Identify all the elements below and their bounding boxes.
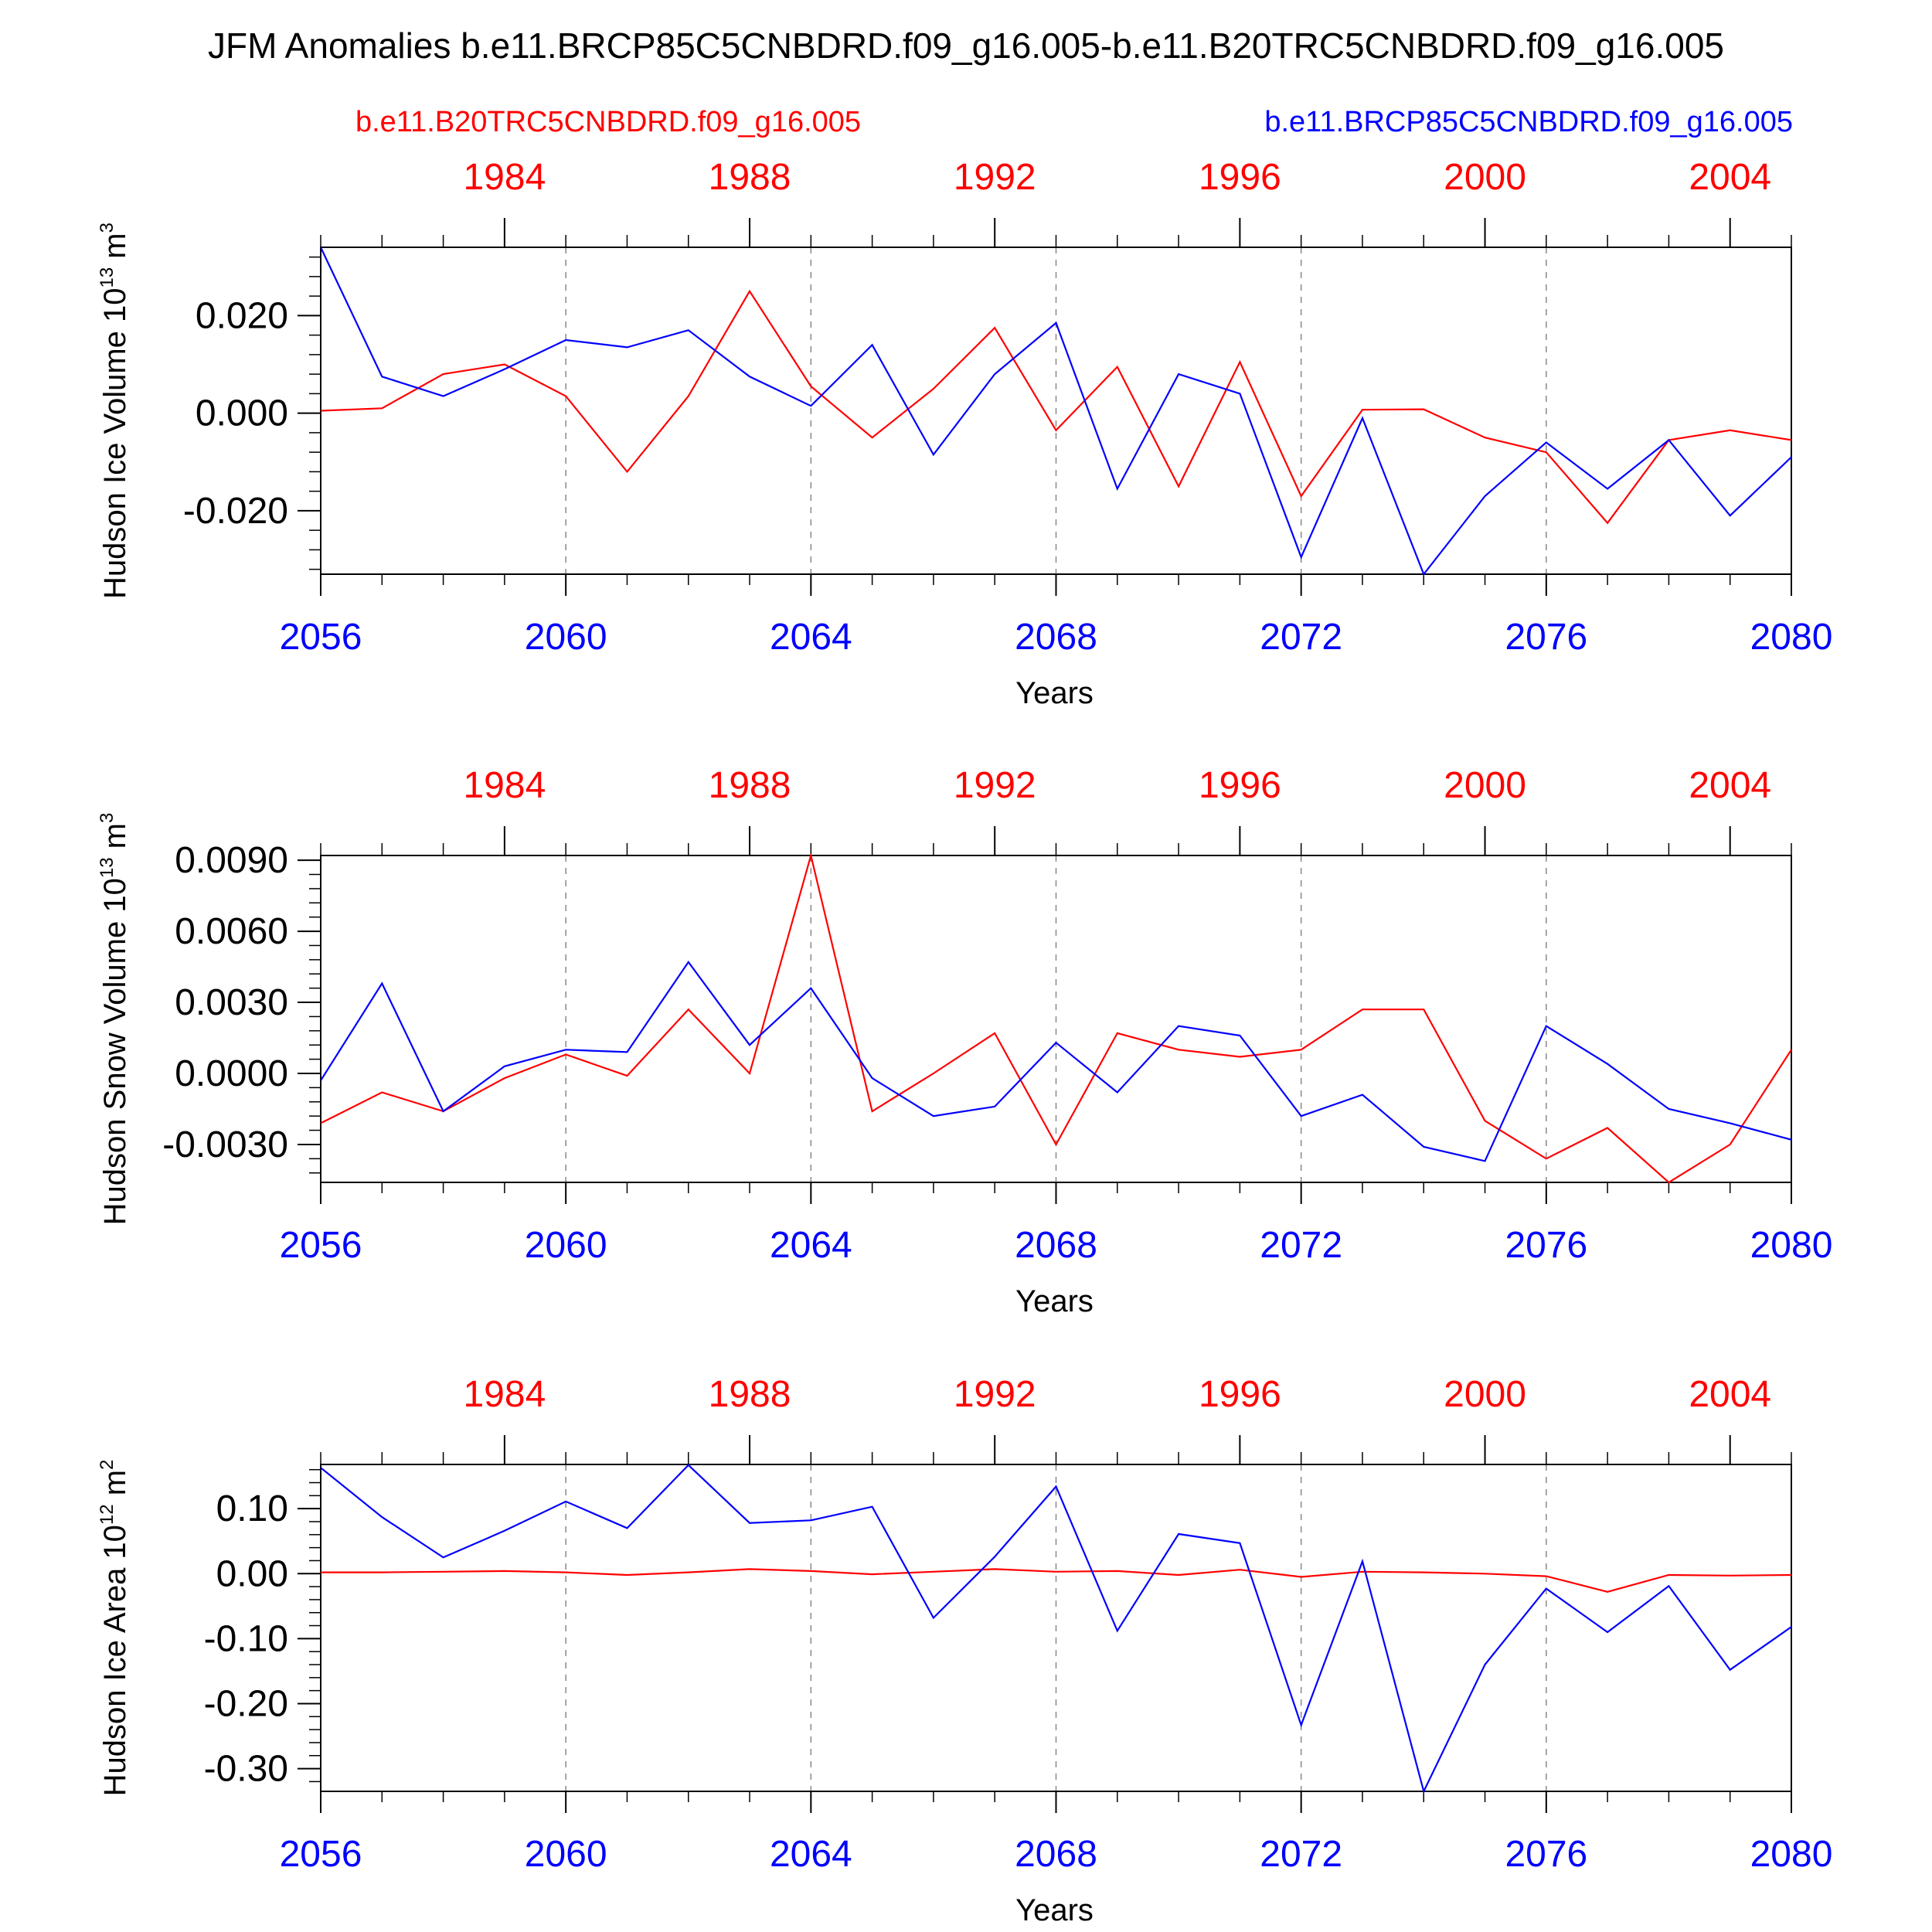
y-axis-title: Hudson Snow Volume 1013 m3 <box>97 813 132 1226</box>
x-tick-label: 2056 <box>280 1834 362 1875</box>
top-tick-label: 1984 <box>463 1374 546 1415</box>
x-tick-label: 2080 <box>1750 1834 1833 1875</box>
x-tick-label: 2076 <box>1505 617 1587 658</box>
x-tick-label: 2060 <box>525 1225 607 1266</box>
x-tick-label: 2064 <box>770 1225 852 1266</box>
chart-panel-2: 2056 2060 2064 2068 2072 2076 2080 1984 1988 1992… <box>97 765 1832 1318</box>
top-tick-label: 1996 <box>1199 765 1281 806</box>
top-tick-label: 1996 <box>1199 157 1281 198</box>
top-tick-label: 2000 <box>1444 765 1526 806</box>
y-tick-label: 0.10 <box>216 1488 288 1529</box>
y-tick-label: 0.0030 <box>175 982 288 1023</box>
x-tick-label: 2068 <box>1015 617 1097 658</box>
x-axis-title: Years <box>1015 1893 1094 1927</box>
y-tick-label: -0.020 <box>183 491 288 532</box>
x-tick-label: 2076 <box>1505 1834 1587 1875</box>
x-tick-label: 2068 <box>1015 1834 1097 1875</box>
y-tick-label: -0.0030 <box>162 1124 288 1165</box>
series-line-red <box>321 1568 1791 1593</box>
x-tick-label: 2080 <box>1750 617 1833 658</box>
x-tick-label: 2080 <box>1750 1225 1833 1266</box>
top-tick-label: 2004 <box>1689 157 1771 198</box>
y-tick-label: 0.0090 <box>175 840 288 881</box>
top-tick-label: 1984 <box>463 765 546 806</box>
y-tick-label: 0.000 <box>196 393 288 434</box>
y-tick-label: 0.00 <box>216 1553 288 1594</box>
x-axis-title: Years <box>1015 676 1094 710</box>
series-line-blue <box>321 960 1791 1162</box>
y-tick-label: 0.0000 <box>175 1053 288 1094</box>
y-tick-label: 0.0060 <box>175 911 288 952</box>
y-tick-label: -0.30 <box>204 1749 288 1790</box>
x-tick-label: 2076 <box>1505 1225 1587 1266</box>
top-tick-label: 2004 <box>1689 765 1771 806</box>
x-tick-label: 2068 <box>1015 1225 1097 1266</box>
x-tick-label: 2064 <box>770 617 852 658</box>
top-tick-label: 2004 <box>1689 1374 1771 1415</box>
top-tick-label: 1992 <box>954 765 1036 806</box>
top-tick-label: 1984 <box>463 157 546 198</box>
x-tick-label: 2056 <box>280 617 362 658</box>
top-tick-label: 2000 <box>1444 1374 1526 1415</box>
top-tick-label: 1988 <box>709 157 791 198</box>
x-tick-label: 2072 <box>1260 617 1342 658</box>
chart-panel-1: 2056 2060 2064 2068 2072 2076 2080 1984 1988 1992… <box>97 157 1832 710</box>
y-axis-title: Hudson Ice Volume 1013 m3 <box>97 223 132 599</box>
x-tick-label: 2072 <box>1260 1834 1342 1875</box>
chart-panel-3: 2056 2060 2064 2068 2072 2076 2080 1984 1988 1992… <box>97 1374 1832 1927</box>
y-axis-title: Hudson Ice Area 1012 m2 <box>97 1460 132 1797</box>
top-tick-label: 1992 <box>954 1374 1036 1415</box>
x-tick-label: 2060 <box>525 1834 607 1875</box>
legend-red-label: b.e11.B20TRC5CNBDRD.f09_g16.005 <box>355 106 861 138</box>
y-tick-label: -0.20 <box>204 1683 288 1724</box>
series-line-red <box>321 854 1791 1184</box>
x-tick-label: 2072 <box>1260 1225 1342 1266</box>
figure-title: JFM Anomalies b.e11.BRCP85C5CNBDRD.f09_g… <box>208 26 1724 66</box>
y-tick-label: -0.10 <box>204 1618 288 1659</box>
series-line-blue <box>321 247 1791 576</box>
top-tick-label: 1988 <box>709 1374 791 1415</box>
series-line-red <box>321 289 1791 525</box>
x-tick-label: 2060 <box>525 617 607 658</box>
legend-blue-label: b.e11.BRCP85C5CNBDRD.f09_g16.005 <box>1264 106 1793 138</box>
x-tick-label: 2064 <box>770 1834 852 1875</box>
top-tick-label: 1996 <box>1199 1374 1281 1415</box>
series-line-blue <box>321 1464 1791 1793</box>
x-tick-label: 2056 <box>280 1225 362 1266</box>
top-tick-label: 1988 <box>709 765 791 806</box>
y-tick-label: 0.020 <box>196 295 288 336</box>
top-tick-label: 1992 <box>954 157 1036 198</box>
top-tick-label: 2000 <box>1444 157 1526 198</box>
x-axis-title: Years <box>1015 1284 1094 1318</box>
chart-panels: 2056 2060 2064 2068 2072 2076 2080 1984 1988 1992… <box>97 157 1832 1927</box>
